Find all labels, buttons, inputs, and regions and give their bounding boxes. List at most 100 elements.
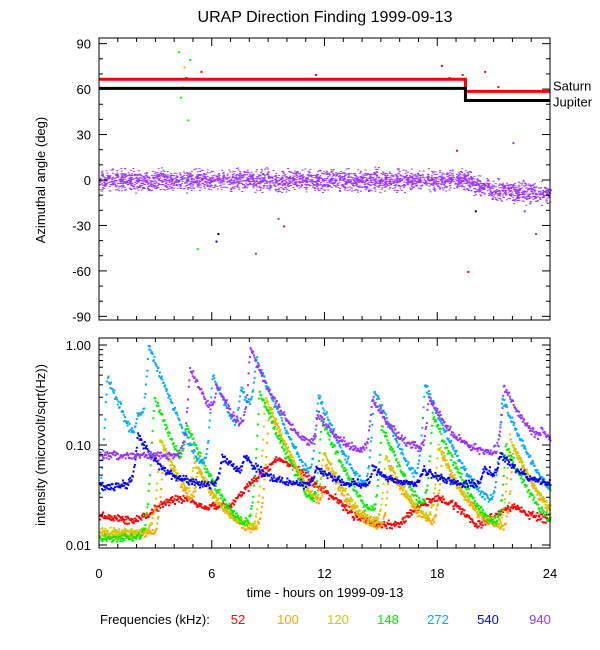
data-point (413, 510, 416, 512)
azimuth-point (322, 171, 325, 173)
azimuth-point (502, 193, 505, 195)
azimuth-point (516, 195, 519, 197)
azimuth-point (511, 200, 514, 201)
data-point (322, 489, 324, 492)
azimuth-point (183, 173, 186, 175)
azimuth-point (272, 170, 275, 172)
azimuth-point (237, 174, 240, 176)
data-point (275, 428, 278, 431)
azimuth-point (322, 180, 325, 182)
data-point (187, 487, 190, 490)
azimuth-point (401, 178, 404, 180)
data-point (373, 518, 376, 521)
azimuth-point (289, 175, 292, 177)
azimuth-point (311, 179, 314, 181)
data-point (149, 530, 151, 533)
data-point (394, 472, 397, 475)
data-point (100, 528, 103, 531)
data-point (185, 488, 188, 491)
azimuth-point (494, 193, 497, 195)
data-point (168, 499, 171, 501)
data-point (255, 512, 258, 515)
azimuth-point (275, 175, 278, 176)
azimuth-point (416, 184, 419, 186)
azimuth-point (222, 179, 225, 181)
azimuth-point (463, 180, 465, 182)
data-point (402, 492, 405, 495)
data-point (370, 522, 372, 525)
data-point (367, 519, 370, 522)
data-point (487, 523, 490, 526)
data-point (438, 496, 441, 499)
azimuth-point (463, 174, 465, 176)
azimuth-point (380, 173, 383, 175)
azimuth-point (365, 188, 368, 190)
azimuth-point (198, 178, 200, 180)
azimuth-point (250, 175, 253, 176)
data-point (387, 523, 390, 525)
azimuth-point (343, 180, 346, 182)
azimuth-point (190, 185, 192, 187)
azimuth-point (456, 187, 459, 189)
azimuth-point (502, 190, 504, 192)
azimuth-point (340, 184, 343, 186)
azimuth-point (407, 180, 410, 182)
data-point (237, 521, 240, 524)
data-point (379, 521, 382, 524)
data-point (147, 530, 149, 533)
data-point (179, 485, 182, 488)
azimuth-point (281, 176, 284, 178)
azimuth-point (343, 173, 346, 175)
data-point (300, 475, 303, 478)
azimuth-point (377, 179, 380, 181)
azimuth-point (195, 168, 198, 170)
data-point (452, 508, 455, 510)
azimuth-point (369, 180, 372, 181)
azimuth-point (189, 173, 192, 175)
azimuth-point (309, 174, 312, 176)
data-point (329, 471, 332, 474)
data-point (195, 502, 197, 505)
azimuth-point (526, 187, 529, 189)
azimuth-point (121, 173, 124, 175)
azimuth-point (136, 178, 139, 179)
azimuth-point (250, 171, 253, 173)
azimuth-point (176, 175, 179, 177)
data-point (169, 458, 172, 461)
data-point (159, 506, 162, 509)
azimuth-point (270, 185, 273, 187)
azimuth-point (338, 172, 341, 174)
azimuth-point (388, 172, 391, 174)
data-point (123, 535, 126, 538)
data-point (410, 505, 413, 508)
azimuth-point (195, 182, 198, 184)
azimuth-point (146, 172, 148, 174)
azimuth-point (379, 182, 382, 184)
data-point (471, 505, 474, 508)
data-point (273, 460, 276, 463)
azimuth-point (357, 169, 360, 171)
data-point (405, 515, 408, 518)
azimuth-point (545, 192, 548, 194)
data-point (312, 478, 315, 481)
azimuth-point (289, 182, 292, 184)
azimuth-point (124, 189, 127, 191)
azimuth-point (102, 187, 105, 189)
azimuth-point (326, 186, 329, 188)
azimuth-point (512, 186, 515, 188)
data-point (346, 509, 349, 512)
azimuth-point (239, 171, 242, 173)
data-point (304, 471, 307, 474)
azimuth-point (258, 185, 261, 187)
data-point (453, 474, 456, 477)
azimuth-point (305, 179, 307, 181)
azimuth-point (293, 175, 296, 177)
azimuth-point (456, 185, 459, 187)
azimuth-point (342, 186, 345, 188)
azimuth-point (359, 179, 361, 181)
azimuth-point (200, 169, 203, 171)
azimuth-point (145, 175, 148, 177)
azimuth-point (226, 174, 229, 176)
azimuth-point (178, 180, 181, 182)
data-point (135, 529, 138, 532)
